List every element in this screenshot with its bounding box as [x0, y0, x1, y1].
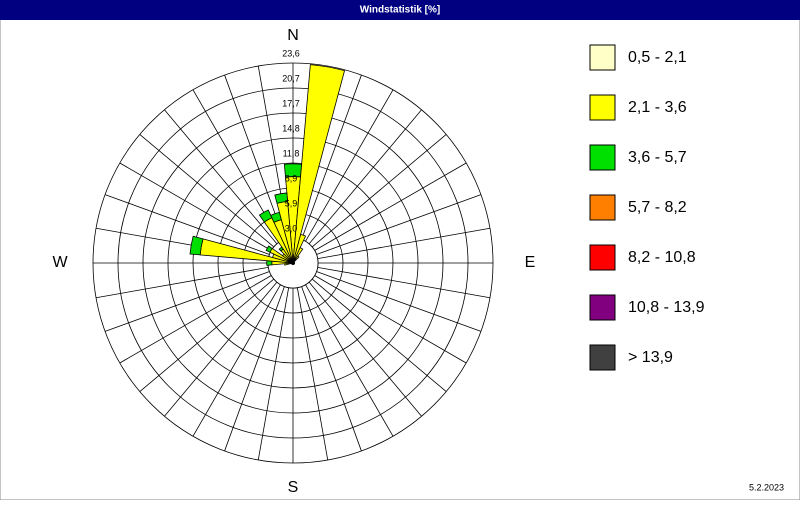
legend-swatch: [590, 95, 615, 120]
legend-label: 10,8 - 13,9: [628, 299, 705, 316]
legend-swatch: [590, 345, 615, 370]
ring-label: 3,0: [285, 223, 298, 233]
legend-label: 8,2 - 10,8: [628, 249, 696, 266]
legend-swatch: [590, 245, 615, 270]
ring-label: 17,7: [282, 98, 300, 108]
center-dot: [291, 261, 295, 265]
date: 5.2.2023: [749, 482, 784, 492]
legend-label: 0,5 - 2,1: [628, 49, 687, 66]
compass-label: W: [52, 254, 68, 271]
ring-label: 23,6: [282, 48, 300, 58]
legend-swatch: [590, 195, 615, 220]
legend-swatch: [590, 295, 615, 320]
ring-label: 20,7: [282, 73, 300, 83]
ring-label: 8,9: [285, 173, 298, 183]
legend-label: 5,7 - 8,2: [628, 199, 687, 216]
legend-label: > 13,9: [628, 349, 673, 366]
ring-label: 11,8: [283, 148, 300, 158]
legend-label: 3,6 - 5,7: [628, 149, 687, 166]
compass-label: N: [287, 27, 299, 44]
legend-label: 2,1 - 3,6: [628, 99, 687, 116]
chart-title: Windstatistik [%]: [360, 5, 440, 16]
compass-label: S: [288, 479, 299, 496]
legend-swatch: [590, 145, 615, 170]
legend-swatch: [590, 45, 615, 70]
compass-label: E: [525, 254, 536, 271]
ring-label: 5,9: [285, 198, 298, 208]
ring-label: 14,8: [282, 123, 300, 133]
